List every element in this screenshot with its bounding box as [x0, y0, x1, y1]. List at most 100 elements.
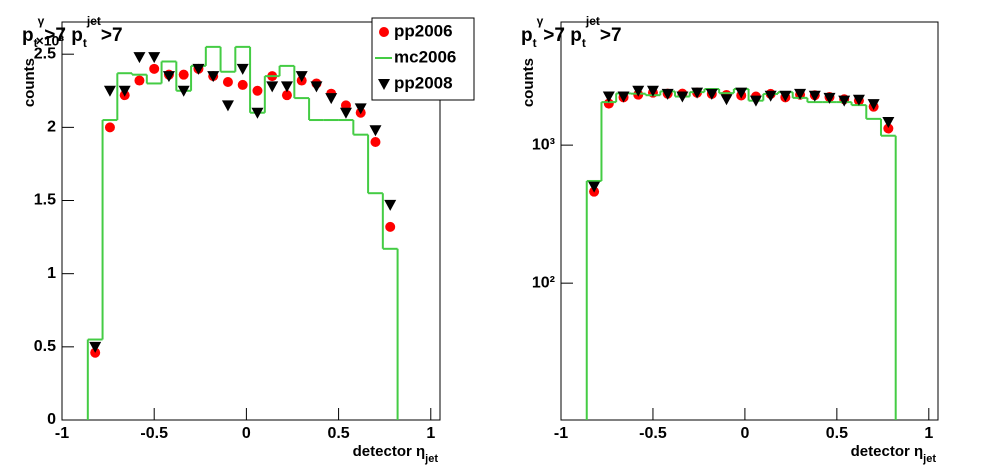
title-part: p [22, 25, 34, 46]
data-point [251, 107, 264, 119]
data-point [882, 117, 895, 129]
data-point [705, 88, 718, 100]
plot-frame [61, 21, 441, 421]
title-part: >7 p [543, 25, 582, 46]
x-tick-label: 0.5 [327, 425, 349, 442]
data-point [823, 92, 836, 104]
x-tick-label: 0 [242, 425, 251, 442]
y-tick-label: 0.5 [34, 338, 56, 355]
legend-label: pp2006 [394, 21, 453, 40]
step-connector [86, 46, 399, 420]
y-axis-label: counts [21, 58, 38, 107]
legend-symbol [379, 27, 389, 37]
x-tick-label: -0.5 [639, 425, 667, 442]
data-point [339, 107, 352, 119]
data-point [103, 85, 116, 97]
data-point [280, 81, 293, 93]
y-tick-label: 1.5 [34, 192, 56, 209]
chart-title: ptγ>7 ptjet>7 [22, 14, 123, 50]
data-point [134, 75, 145, 86]
y-multiplier: ×10³ [36, 33, 65, 49]
data-point [207, 71, 220, 83]
data-point [237, 79, 248, 90]
x-tick-label: 1 [924, 425, 933, 442]
data-point [281, 90, 292, 101]
data-point [588, 181, 601, 193]
data-point [162, 71, 175, 83]
data-point [266, 81, 279, 93]
data-point [735, 87, 748, 99]
title-part: γ [38, 14, 45, 28]
data-point [104, 122, 115, 133]
data-point [149, 63, 160, 74]
data-point [221, 100, 234, 112]
x-tick-label: 0.5 [826, 425, 848, 442]
x-tick-label: 0 [740, 425, 749, 442]
data-point [883, 123, 894, 134]
data-point [354, 103, 367, 115]
y-axis-label: counts [520, 58, 537, 107]
x-tick-label: -1 [554, 425, 568, 442]
data-point [325, 93, 338, 105]
y-tick-label: 2.5 [34, 45, 56, 62]
plot-frame [560, 21, 939, 421]
y-tick-label: 1 [47, 265, 56, 282]
data-point [370, 136, 381, 147]
data-point [764, 90, 777, 102]
data-point [779, 90, 792, 102]
title-part: jet [86, 14, 101, 28]
title-part: p [521, 25, 533, 46]
data-point [602, 91, 615, 103]
data-point [691, 87, 704, 99]
chart-title: ptγ>7 ptjet>7 [521, 14, 622, 50]
data-point [192, 63, 205, 75]
title-part: t [533, 36, 537, 50]
data-point [749, 95, 762, 107]
data-point [632, 85, 645, 97]
data-point [808, 90, 821, 102]
x-tick-label: -1 [55, 425, 69, 442]
title-part: >7 p [44, 25, 83, 46]
data-point [148, 52, 161, 64]
title-part: >7 [600, 25, 622, 46]
data-point [118, 85, 131, 97]
x-axis-label: detector ηjet [353, 443, 439, 465]
data-point [646, 85, 659, 97]
data-point [852, 94, 865, 106]
data-point [385, 221, 396, 232]
data-point [369, 125, 382, 137]
x-label-part: jet [424, 453, 438, 465]
x-tick-label: 1 [426, 425, 435, 442]
y-tick-label: 2 [47, 119, 56, 136]
step-connector [585, 89, 897, 420]
data-point [252, 85, 263, 96]
y-tick-label: 10² [532, 274, 555, 291]
data-point [720, 94, 733, 106]
data-point [310, 81, 323, 93]
title-part: γ [537, 14, 544, 28]
data-point [661, 88, 674, 100]
legend-symbol [378, 79, 390, 90]
data-point [177, 85, 190, 97]
data-point [384, 199, 397, 211]
legend-label: pp2008 [394, 73, 453, 92]
data-point [178, 69, 189, 80]
title-part: >7 [101, 25, 123, 46]
title-part: t [582, 36, 586, 50]
x-label-part: detector η [353, 443, 426, 460]
data-point [133, 52, 146, 64]
x-label-part: jet [922, 453, 936, 465]
data-point [794, 88, 807, 100]
y-tick-label: 0 [47, 411, 56, 428]
data-point [89, 341, 102, 353]
data-point [617, 91, 630, 103]
y-tick-label: 10³ [532, 136, 555, 153]
x-tick-label: -0.5 [140, 425, 168, 442]
data-point [222, 76, 233, 87]
x-label-part: detector η [851, 443, 924, 460]
legend-label: mc2006 [394, 47, 456, 66]
data-point [867, 99, 880, 111]
data-point [676, 91, 689, 103]
data-point [603, 98, 614, 109]
